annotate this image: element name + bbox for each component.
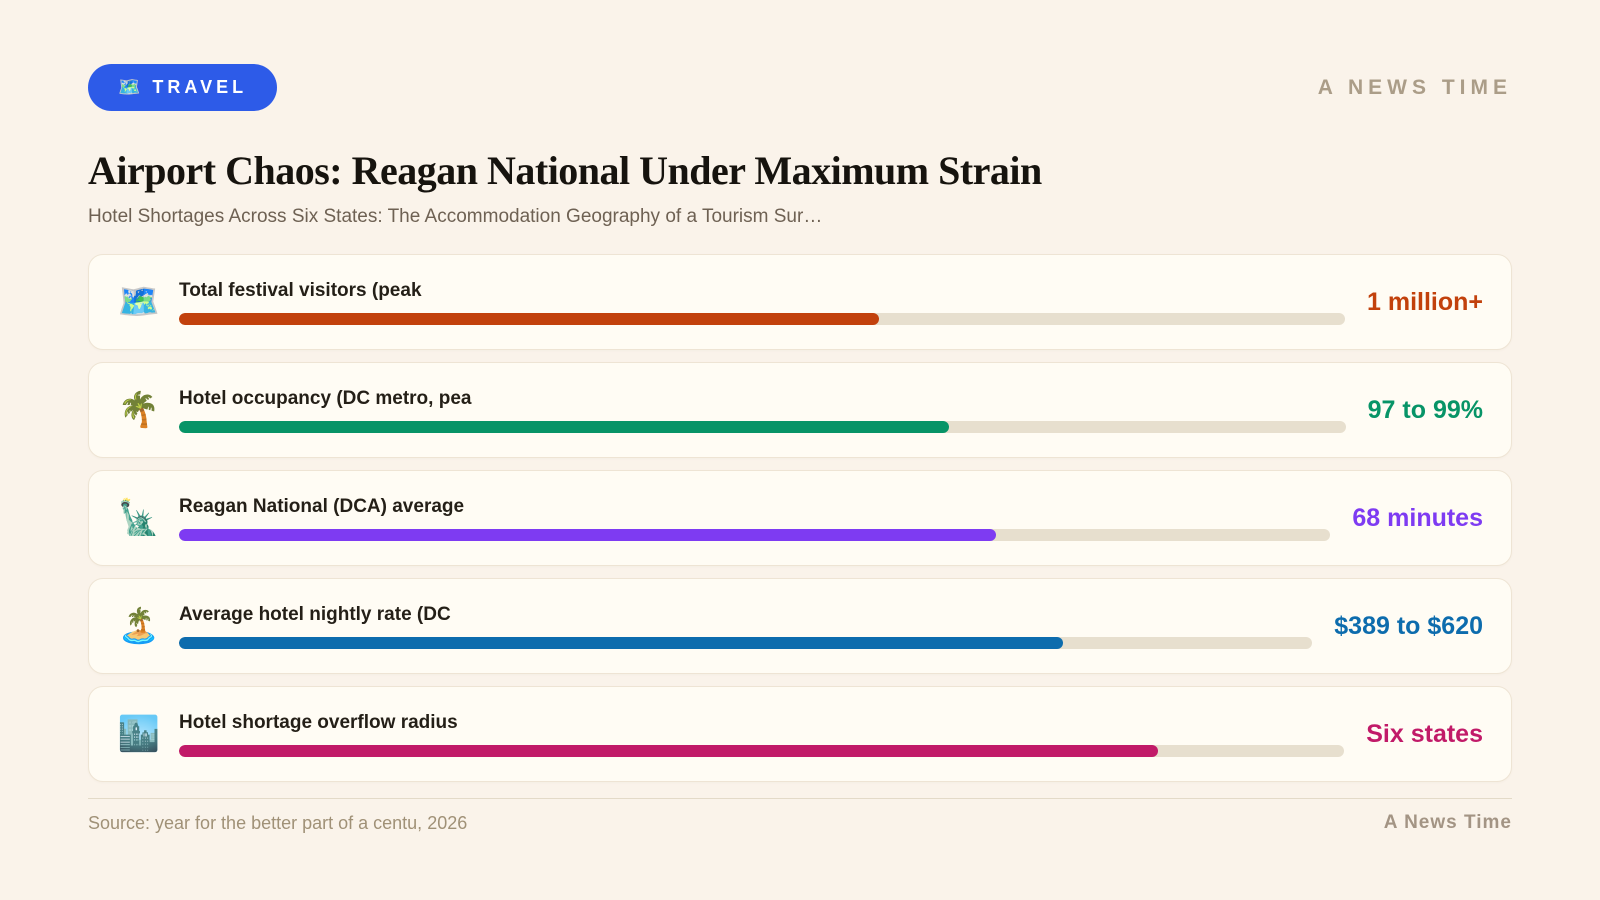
brand-header: A NEWS TIME [1317, 75, 1512, 99]
page-subtitle: Hotel Shortages Across Six States: The A… [88, 206, 823, 227]
stat-label: Hotel occupancy (DC metro, pea [179, 387, 472, 409]
stat-card-hotel-occupancy: 🌴 Hotel occupancy (DC metro, pea 97 to 9… [88, 362, 1512, 458]
progress-track [179, 636, 1313, 649]
stat-card-overflow-radius: 🏙️ Hotel shortage overflow radius Six st… [88, 686, 1512, 782]
stat-label: Average hotel nightly rate (DC [179, 603, 451, 625]
progress-fill [179, 312, 879, 325]
progress-fill [179, 636, 1063, 649]
stat-card-dca-average: 🗽 Reagan National (DCA) average 68 minut… [88, 470, 1512, 566]
source-note: Source: year for the better part of a ce… [88, 812, 468, 833]
stat-value: 1 million+ [1366, 287, 1483, 316]
badge-label: TRAVEL [152, 77, 248, 97]
page-title: Airport Chaos: Reagan National Under Max… [88, 148, 1042, 193]
stat-value: 68 minutes [1352, 503, 1483, 532]
statue-of-liberty-icon: 🗽 [117, 499, 161, 537]
desert-island-icon: 🏝️ [117, 607, 161, 645]
header: 🗺️ TRAVEL A NEWS TIME [88, 64, 1512, 111]
world-map-icon: 🗺️ [117, 283, 161, 321]
world-map-icon: 🗺️ [118, 77, 141, 97]
brand-footer: A News Time [1383, 812, 1512, 833]
stat-value: $389 to $620 [1334, 611, 1483, 640]
progress-track [179, 744, 1345, 757]
progress-fill [179, 528, 997, 541]
travel-category-badge[interactable]: 🗺️ TRAVEL [88, 64, 278, 111]
progress-track [179, 528, 1331, 541]
stat-card-list: 🗺️ Total festival visitors (peak 1 milli… [88, 254, 1512, 782]
progress-fill [179, 420, 949, 433]
stat-label: Total festival visitors (peak [179, 279, 422, 301]
stat-value: Six states [1366, 719, 1483, 748]
stat-card-nightly-rate: 🏝️ Average hotel nightly rate (DC $389 t… [88, 578, 1512, 674]
footer: Source: year for the better part of a ce… [88, 798, 1512, 834]
progress-track [179, 312, 1345, 325]
palm-tree-icon: 🌴 [117, 391, 161, 429]
progress-track [179, 420, 1346, 433]
stat-label: Hotel shortage overflow radius [179, 711, 458, 733]
progress-fill [179, 744, 1158, 757]
stat-label: Reagan National (DCA) average [179, 495, 465, 517]
stat-card-festival-visitors: 🗺️ Total festival visitors (peak 1 milli… [88, 254, 1512, 350]
cityscape-icon: 🏙️ [117, 715, 161, 753]
stat-value: 97 to 99% [1367, 395, 1483, 424]
